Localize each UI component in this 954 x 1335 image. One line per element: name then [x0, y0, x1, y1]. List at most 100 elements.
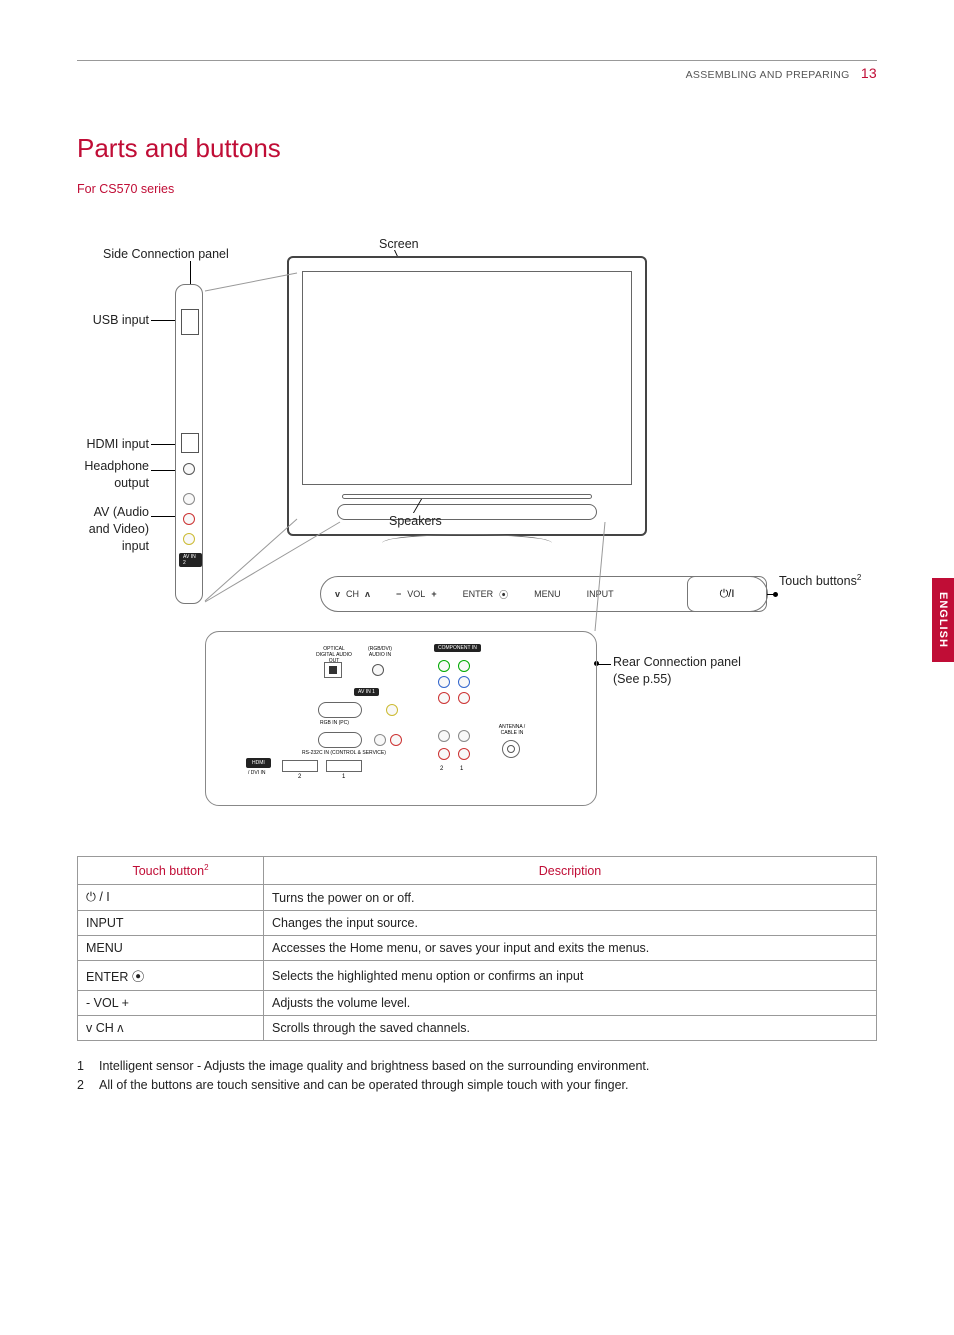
footnote-text: All of the buttons are touch sensitive a…: [99, 1076, 629, 1095]
footnotes: 1 Intelligent sensor - Adjusts the image…: [77, 1057, 877, 1095]
comp-2-num: 2: [440, 766, 443, 772]
av-audio-l-icon: [183, 493, 195, 505]
cell-desc: Turns the power on or off.: [264, 885, 877, 911]
component-pr2-icon: [458, 692, 470, 704]
cell-desc: Adjusts the volume level.: [264, 991, 877, 1016]
cell-desc: Changes the input source.: [264, 911, 877, 936]
table-row: v CH ʌScrolls through the saved channels…: [78, 1016, 877, 1041]
side-connection-panel-box: AV IN 2: [175, 284, 203, 604]
comp-1-num: 1: [460, 766, 463, 772]
comp-audio-r2-icon: [458, 748, 470, 760]
touch-button-table: Touch button2 Description ⏻ / ITurns the…: [77, 856, 877, 1041]
header-section: ASSEMBLING AND PREPARING: [686, 69, 850, 81]
label-screen: Screen: [379, 236, 419, 253]
comp-audio-l-icon: [438, 730, 450, 742]
connector-wire: [205, 291, 365, 521]
hdmi-2-num: 2: [298, 774, 301, 780]
label-rear-ref: (See p.55): [613, 672, 671, 686]
avin1-badge: AV IN 1: [354, 688, 379, 696]
rear-connection-panel-box: OPTICAL DIGITAL AUDIO OUT (RGB/DVI) AUDI…: [205, 631, 597, 806]
table-row: INPUTChanges the input source.: [78, 911, 877, 936]
comp-audio-r-icon: [438, 748, 450, 760]
cell-desc: Accesses the Home menu, or saves your in…: [264, 936, 877, 961]
table-header-desc: Description: [264, 857, 877, 885]
speaker-grill-left: [342, 494, 592, 499]
label-side-connection-panel: Side Connection panel: [103, 246, 229, 263]
hdmi-port-2-icon: [326, 760, 362, 772]
cell-button: INPUT: [78, 911, 264, 936]
leader-dot: [773, 592, 778, 597]
av1-audio-r-icon: [390, 734, 402, 746]
label-headphone-output: Headphone output: [71, 458, 149, 492]
footnote-num: 1: [77, 1057, 89, 1076]
hdmi-logo-badge: HDMI: [246, 758, 271, 768]
header-rule: [77, 60, 877, 61]
label-touch-buttons: Touch buttons2: [779, 573, 861, 590]
page-title: Parts and buttons: [77, 133, 877, 164]
rgb-in-label: RGB IN (PC): [320, 720, 349, 726]
cell-button: ⏻ / I: [78, 885, 264, 911]
touch-buttons-sup: 2: [857, 573, 861, 582]
cell-desc: Scrolls through the saved channels.: [264, 1016, 877, 1041]
footnote-1: 1 Intelligent sensor - Adjusts the image…: [77, 1057, 877, 1076]
rs232-port-icon: [318, 732, 362, 748]
av-audio-r-icon: [183, 513, 195, 525]
av1-audio-l-icon: [374, 734, 386, 746]
rgb-audio-label: (RGB/DVI) AUDIO IN: [364, 646, 396, 658]
hdmi-port-1-icon: [282, 760, 318, 772]
tv-chin: [337, 504, 597, 520]
component-pb-icon: [438, 676, 450, 688]
comp-audio-l2-icon: [458, 730, 470, 742]
headphone-jack-icon: [183, 463, 195, 475]
label-av-input: AV (Audio and Video) input: [71, 504, 149, 555]
footnote-2: 2 All of the buttons are touch sensitive…: [77, 1076, 877, 1095]
vga-port-icon: [318, 702, 362, 718]
label-av-input-text: AV (Audio and Video) input: [89, 505, 149, 553]
running-header: ASSEMBLING AND PREPARING 13: [77, 65, 877, 81]
antenna-label: ANTENNA / CABLE IN: [494, 724, 530, 736]
table-header-button: Touch button2: [78, 857, 264, 885]
connector-wire-2: [205, 536, 605, 636]
footnote-num: 2: [77, 1076, 89, 1095]
av-video-icon: [183, 533, 195, 545]
table-row: MENUAccesses the Home menu, or saves you…: [78, 936, 877, 961]
parts-diagram: Side Connection panel USB input HDMI inp…: [77, 236, 877, 816]
label-touch-buttons-text: Touch buttons: [779, 574, 857, 588]
label-speakers: Speakers: [389, 513, 442, 530]
rs232-label: RS-232C IN (CONTROL & SERVICE): [302, 750, 386, 756]
label-rear-text: Rear Connection panel: [613, 655, 741, 669]
component-in-badge: COMPONENT IN: [434, 644, 481, 652]
cell-button: ENTER ⦿: [78, 961, 264, 991]
table-row: ⏻ / ITurns the power on or off.: [78, 885, 877, 911]
optical-port-icon: [324, 662, 342, 678]
cell-desc: Selects the highlighted menu option or c…: [264, 961, 877, 991]
label-hdmi-input: HDMI input: [77, 436, 149, 453]
label-headphone-output-text: Headphone output: [84, 459, 149, 490]
usb-port-icon: [181, 309, 199, 335]
hdmi-1-num: 1: [342, 774, 345, 780]
power-symbol-icon: ⏻/I: [720, 588, 735, 601]
cell-button: v CH ʌ: [78, 1016, 264, 1041]
av1-video-icon: [386, 704, 398, 716]
footnote-text: Intelligent sensor - Adjusts the image q…: [99, 1057, 649, 1076]
leader-line: [190, 261, 191, 284]
cell-button: - VOL +: [78, 991, 264, 1016]
hdmi-port-icon: [181, 433, 199, 453]
cell-button: MENU: [78, 936, 264, 961]
component-y2-icon: [458, 660, 470, 672]
hdmi-dvi-label: / DVI IN: [248, 770, 266, 776]
model-subtitle: For CS570 series: [77, 182, 877, 196]
page-container: ASSEMBLING AND PREPARING 13 Parts and bu…: [0, 0, 954, 1155]
th-button-text: Touch button: [132, 864, 204, 878]
label-usb-input: USB input: [87, 312, 149, 329]
table-row: ENTER ⦿Selects the highlighted menu opti…: [78, 961, 877, 991]
label-rear-connection: Rear Connection panel (See p.55): [613, 654, 741, 688]
component-pb2-icon: [458, 676, 470, 688]
component-pr-icon: [438, 692, 450, 704]
av-in2-badge: AV IN 2: [179, 553, 202, 567]
th-button-sup: 2: [204, 863, 208, 872]
leader-line: [597, 664, 611, 665]
table-row: - VOL +Adjusts the volume level.: [78, 991, 877, 1016]
component-y-icon: [438, 660, 450, 672]
rgb-audio-jack-icon: [372, 664, 384, 676]
